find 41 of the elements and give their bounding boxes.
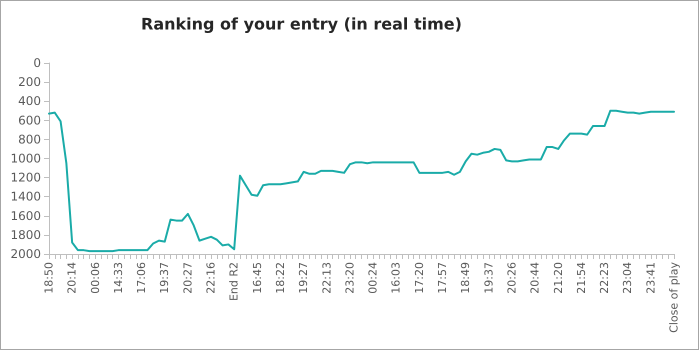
x-tick-label: 23:41 (644, 262, 658, 294)
x-tick-label: 20:14 (66, 262, 79, 294)
x-tick-label: 21:54 (574, 262, 588, 294)
y-tick-label: 600 (18, 113, 41, 128)
x-tick-label: 18:49 (459, 262, 472, 294)
y-tick-label: 1000 (10, 152, 41, 166)
x-tick-label: 16:03 (390, 262, 403, 294)
y-tick-label: 1800 (10, 228, 41, 242)
x-tick-label: 16:45 (250, 262, 264, 294)
x-tick-label: 19:27 (297, 262, 310, 294)
chart-title: Ranking of your entry (in real time) (141, 14, 462, 34)
x-tick-label: 20:27 (181, 262, 194, 294)
y-tick-label: 200 (18, 75, 41, 90)
x-tick-label: 18:50 (42, 262, 56, 294)
x-tick-label: 22:16 (204, 262, 218, 294)
x-tick-label: 22:23 (598, 262, 612, 294)
x-tick-label: 18:22 (274, 262, 287, 294)
x-tick-label: 22:13 (320, 262, 334, 294)
x-tick-label: 17:57 (436, 262, 450, 294)
y-tick-label: 400 (18, 94, 41, 108)
y-tick-label: 1600 (10, 208, 41, 223)
x-tick-label: 17:20 (412, 262, 426, 294)
x-tick-label: 14:33 (112, 262, 125, 294)
x-tick-label: 20:44 (528, 262, 542, 294)
x-tick-label: 23:04 (621, 262, 634, 294)
y-tick-label: 800 (18, 132, 41, 146)
x-tick-label: End R2 (228, 262, 241, 302)
line-series (48, 110, 675, 252)
y-tick-label: 1400 (10, 190, 41, 204)
x-tick-label: Close of play (668, 262, 680, 333)
x-tick-label: 20:26 (505, 262, 518, 294)
y-tick-label: 1200 (10, 170, 41, 185)
x-tick-label: 23:20 (343, 262, 356, 294)
x-tick-label: 21:20 (552, 262, 565, 294)
x-tick-label: 19:37 (158, 262, 172, 294)
x-tick-label: 00:24 (366, 262, 380, 294)
x-tick-label: 19:37 (482, 262, 496, 294)
x-tick-label: 00:06 (88, 262, 102, 294)
y-tick-label: 0 (33, 56, 41, 70)
y-tick-label: 2000 (10, 247, 41, 261)
x-tick-label: 17:06 (135, 262, 148, 294)
